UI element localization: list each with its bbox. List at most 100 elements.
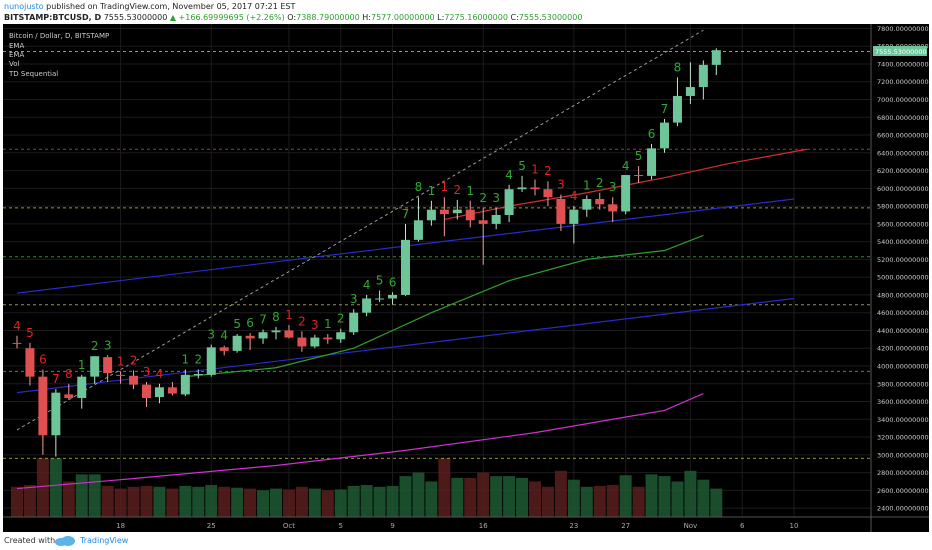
price-change: ▲ +166.69999695 (+2.26%)	[169, 13, 285, 22]
td-count-label: 8	[415, 180, 423, 194]
candle-body	[284, 330, 294, 338]
td-count-label: 3	[609, 180, 617, 194]
high-label: H:	[362, 13, 371, 22]
x-tick-label: 9	[390, 522, 394, 530]
legend-ema-1[interactable]: EMA	[9, 42, 24, 50]
candle-body	[595, 198, 605, 205]
candle-body	[258, 332, 268, 339]
td-count-label: 1	[324, 317, 332, 331]
td-count-label: 3	[143, 365, 151, 379]
x-tick-label: 10	[790, 522, 799, 530]
volume-bar	[554, 470, 567, 517]
y-tick-label: 2600.00000000	[877, 487, 929, 495]
legend-vol[interactable]: Vol	[9, 60, 20, 68]
candle-body	[426, 209, 436, 221]
publish-info: nunojusto published on TradingView.com, …	[4, 2, 295, 11]
td-count-label: 2	[544, 164, 552, 178]
x-tick-label: 18	[116, 522, 125, 530]
td-count-label: 1	[182, 353, 190, 367]
y-tick-label: 6400.00000000	[877, 149, 929, 157]
candle-body	[77, 376, 87, 398]
y-tick-label: 7400.00000000	[877, 60, 929, 68]
y-tick-label: 5600.00000000	[877, 220, 929, 228]
y-tick-label: 4800.00000000	[877, 291, 929, 299]
td-count-label: 1	[466, 184, 474, 198]
candle-body	[491, 214, 501, 224]
td-count-label: 1	[428, 184, 436, 198]
x-tick-label: 27	[621, 522, 630, 530]
td-count-label: 6	[389, 275, 397, 289]
tradingview-brand[interactable]: TradingView	[80, 536, 129, 545]
close-label: C:	[510, 13, 519, 22]
candle-body	[452, 209, 462, 214]
y-tick-label: 5800.00000000	[877, 203, 929, 211]
y-tick-label: 5400.00000000	[877, 238, 929, 246]
volume-bar	[127, 486, 140, 517]
candle-body	[401, 239, 410, 295]
volume-bar	[270, 488, 282, 517]
td-count-label: 6	[648, 127, 656, 141]
author-link[interactable]: nunojusto	[4, 2, 44, 11]
volume-bar	[477, 472, 490, 517]
td-count-label: 7	[402, 207, 410, 221]
volume-bar	[464, 477, 477, 517]
volume-bar	[671, 481, 684, 517]
volume-bar	[412, 472, 425, 517]
td-count-label: 3	[557, 178, 565, 192]
candle-body	[465, 209, 475, 221]
td-count-label: 2	[298, 314, 306, 328]
volume-bar	[140, 485, 153, 517]
y-tick-label: 6000.00000000	[877, 185, 929, 193]
volume-bar	[606, 485, 619, 517]
volume-bar	[166, 488, 179, 517]
candle-body	[362, 298, 372, 313]
volume-layer	[11, 458, 723, 517]
volume-bar	[75, 474, 88, 517]
volume-bar	[153, 486, 166, 517]
volume-bar	[697, 479, 710, 517]
candle-body	[582, 198, 592, 210]
ema-magenta-line	[16, 392, 704, 490]
y-tick-label: 7800.00000000	[877, 25, 929, 33]
volume-bar	[710, 488, 723, 517]
y-tick-label: 6800.00000000	[877, 114, 929, 122]
candle-body	[180, 374, 190, 395]
volume-bar	[425, 481, 438, 517]
candle-body	[388, 294, 398, 299]
candle-body	[167, 387, 177, 394]
y-tick-label: 6200.00000000	[877, 167, 929, 175]
volume-bar	[179, 485, 192, 517]
td-count-label: 7	[259, 313, 267, 327]
price-tag-bg	[873, 46, 927, 56]
candle-body	[608, 204, 618, 212]
td-count-label: 2	[91, 339, 99, 353]
y-tick-label: 4400.00000000	[877, 327, 929, 335]
legend-ema-2[interactable]: EMA	[9, 51, 24, 59]
td-count-label: 6	[246, 316, 254, 330]
legend-td-sequential[interactable]: TD Sequential	[8, 70, 58, 78]
candle-body	[12, 342, 22, 344]
candle-body	[478, 220, 488, 224]
td-count-label: 5	[233, 317, 241, 331]
price-tag: 7555.53000000	[873, 46, 927, 56]
volume-bar	[451, 477, 464, 517]
y-tick-label: 3000.00000000	[877, 451, 929, 459]
td-count-label: 2	[479, 191, 487, 205]
volume-bar	[11, 486, 23, 517]
symbol-label: BITSTAMP:BTCUSD, D	[4, 13, 102, 22]
volume-bar	[580, 486, 593, 517]
td-count-label: 8	[65, 367, 73, 381]
volume-bar	[658, 476, 671, 517]
candle-body	[375, 298, 385, 300]
low-value: 7275.16000000	[444, 13, 508, 22]
tradingview-cloud-icon[interactable]	[53, 535, 77, 547]
td-count-label: 5	[635, 149, 643, 163]
td-count-label: 1	[78, 358, 86, 372]
volume-bar	[321, 490, 334, 517]
grid-layer	[3, 24, 871, 517]
y-tick-label: 4600.00000000	[877, 309, 929, 317]
close-value: 7555.53000000	[518, 13, 583, 22]
